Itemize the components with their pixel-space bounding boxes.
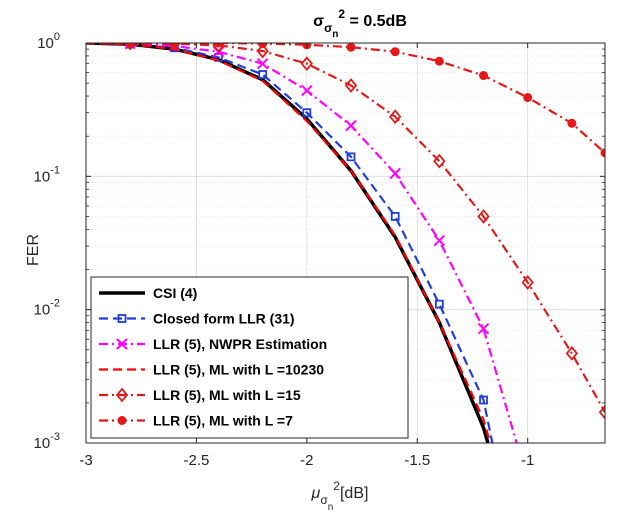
x-tick-label: -2	[300, 452, 313, 469]
data-point	[256, 43, 269, 59]
y-axis-label: FER	[25, 234, 42, 266]
data-point	[344, 78, 358, 93]
y-tick-label: 10-3	[34, 431, 60, 452]
data-point	[479, 395, 488, 405]
data-point	[389, 167, 401, 180]
series-line	[86, 43, 492, 443]
data-point	[479, 71, 489, 81]
legend-entry: LLR (5), ML with L =7	[99, 413, 293, 429]
data-point	[258, 70, 268, 79]
legend-label: Closed form LLR (31)	[153, 311, 295, 327]
data-point	[117, 416, 127, 425]
data-point	[565, 345, 579, 361]
data-point	[598, 404, 605, 420]
data-point	[169, 43, 179, 48]
legend-label: LLR (5), ML with L =7	[153, 413, 293, 429]
data-point	[433, 234, 446, 247]
legend-label: LLR (5), ML with L =15	[153, 387, 301, 403]
y-tick-label: 10-2	[34, 298, 60, 319]
legend-label: LLR (5), ML with L =10230	[153, 362, 324, 378]
data-point	[125, 43, 135, 48]
data-point	[115, 387, 129, 403]
data-point	[390, 212, 400, 221]
data-point	[390, 47, 400, 57]
data-point	[346, 43, 356, 52]
data-point	[567, 118, 577, 128]
ticks: -3 -2.5 -2 -1.5 -1 10-3 10-2 10-1 100	[34, 31, 605, 469]
data-point	[434, 299, 444, 309]
x-tick-label: -1	[521, 452, 534, 469]
data-point	[346, 152, 356, 162]
data-point	[117, 314, 127, 323]
data-point	[433, 153, 446, 169]
data-point	[521, 275, 534, 290]
y-tick-label: 100	[37, 31, 60, 52]
axes-box	[85, 42, 606, 444]
legend-entry: LLR (5), ML with L =15	[99, 387, 301, 403]
x-tick-label: -1.5	[404, 452, 430, 469]
x-tick-label: -2.5	[183, 452, 209, 469]
series-line	[86, 43, 605, 413]
legend-entry: CSI (4)	[99, 285, 197, 301]
data-point	[123, 43, 137, 51]
y-tick-label: 10-1	[34, 164, 60, 185]
data-point	[345, 119, 357, 132]
data-point	[389, 109, 402, 125]
legend: CSI (4) Closed form LLR (31) LLR (5), NWPR…	[90, 276, 409, 439]
legend-entry: LLR (5), NWPR Estimation	[99, 336, 327, 352]
data-point	[116, 338, 128, 350]
series-6	[86, 43, 605, 158]
series-4	[86, 43, 492, 443]
legend-label: LLR (5), NWPR Estimation	[153, 336, 327, 352]
x-tick-label: -3	[79, 452, 92, 469]
legend-entry: LLR (5), ML with L =10230	[99, 362, 324, 378]
data-point	[600, 148, 605, 158]
series-layer	[86, 43, 605, 443]
data-point	[302, 108, 312, 118]
series-3	[86, 43, 518, 443]
data-point	[258, 43, 268, 49]
x-axis-label: μσn2[dB]	[311, 479, 369, 513]
data-point	[301, 84, 313, 97]
data-point	[477, 322, 490, 335]
legend-entry: Closed form LLR (31)	[99, 311, 295, 327]
data-point	[300, 56, 314, 72]
legend-box	[90, 276, 409, 439]
data-point	[256, 57, 269, 70]
data-point	[168, 43, 181, 51]
chart-title: σσn2 = 0.5dB	[313, 7, 407, 40]
data-point	[523, 93, 533, 103]
data-point	[214, 43, 224, 48]
legend-label: CSI (4)	[153, 285, 197, 301]
data-point	[434, 56, 444, 66]
data-point	[477, 209, 490, 224]
series-5	[86, 43, 605, 420]
